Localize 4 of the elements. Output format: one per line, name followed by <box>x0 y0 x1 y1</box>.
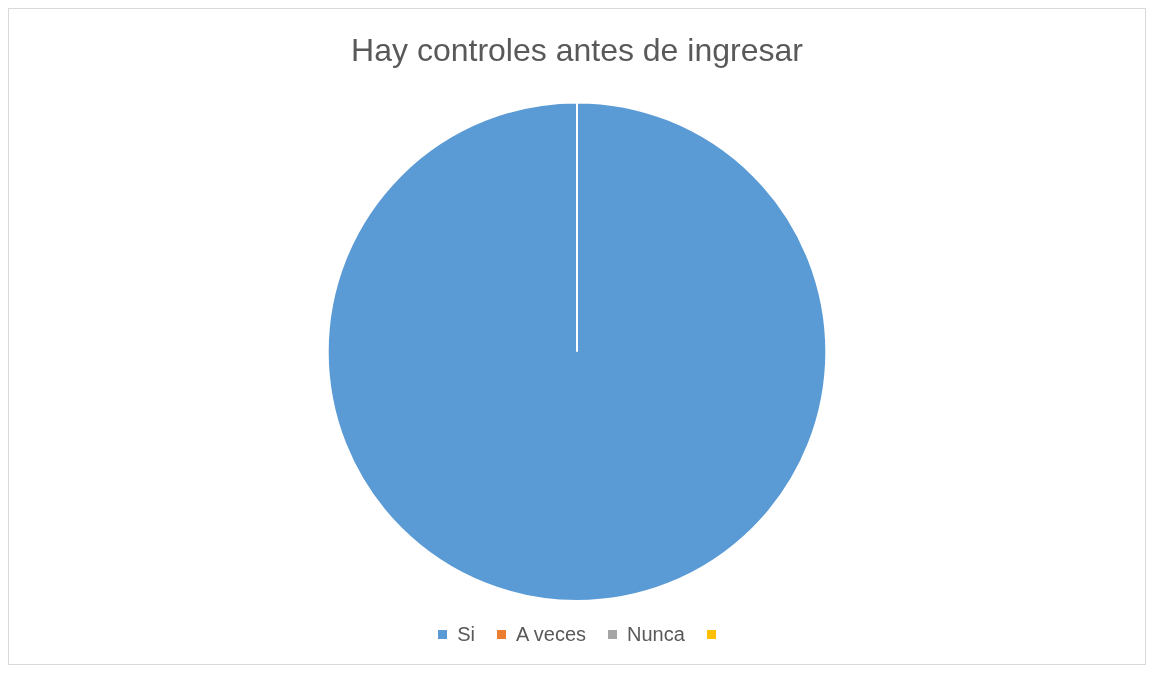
legend-label: Nunca <box>627 623 685 646</box>
legend-label: A veces <box>515 623 587 646</box>
legend-label: Si <box>457 623 475 646</box>
chart-title: Hay controles antes de ingresar <box>351 32 804 69</box>
